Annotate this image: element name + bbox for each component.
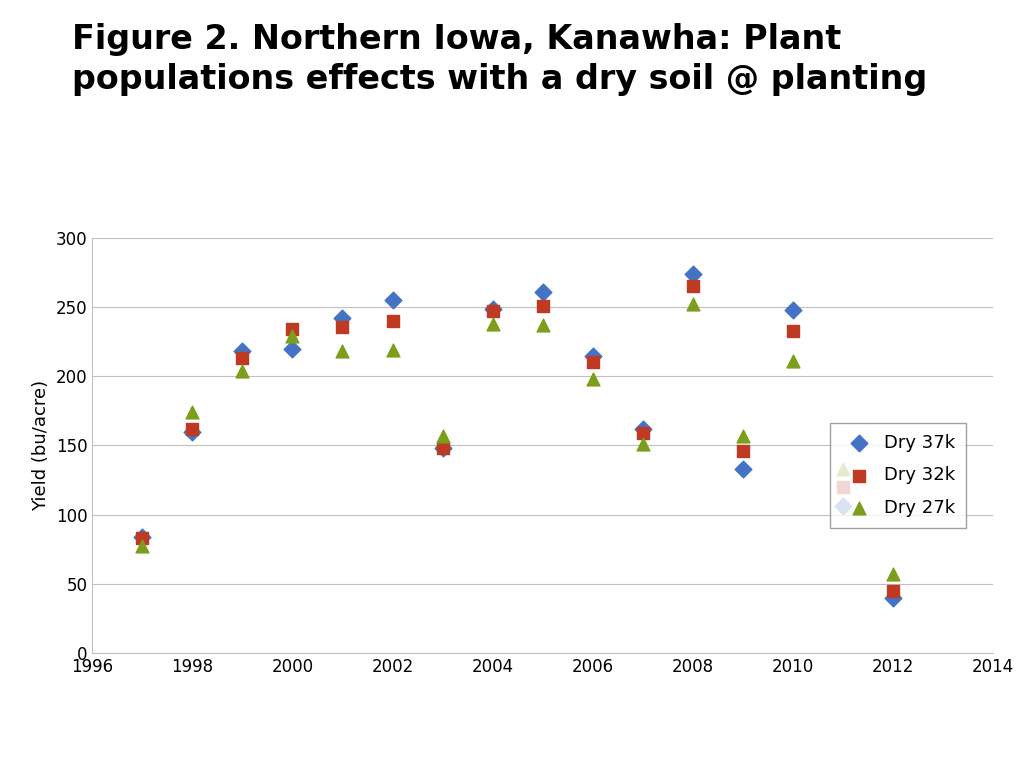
Dry 37k [134, 531, 151, 543]
Dry 32k [835, 481, 851, 493]
Text: Extension and Outreach: Extension and Outreach [31, 737, 270, 755]
Dry 27k [885, 568, 901, 580]
Dry 37k [334, 312, 350, 324]
Dry 37k [384, 294, 400, 306]
Dry 37k [635, 422, 651, 435]
Dry 37k [885, 591, 901, 604]
Dry 37k [784, 304, 801, 316]
Dry 32k [635, 427, 651, 439]
Dry 27k [535, 319, 551, 331]
Dry 32k [735, 445, 752, 457]
Dry 32k [134, 532, 151, 545]
Dry 32k [384, 315, 400, 327]
Dry 37k [585, 349, 601, 362]
Dry 27k [285, 330, 301, 343]
Dry 32k [285, 323, 301, 336]
Dry 37k [685, 268, 701, 280]
Dry 32k [484, 305, 501, 317]
Text: Figure 2. Northern Iowa, Kanawha: Plant
populations effects with a dry soil @ pl: Figure 2. Northern Iowa, Kanawha: Plant … [72, 23, 927, 95]
Dry 27k [334, 346, 350, 358]
Dry 27k [134, 540, 151, 552]
Dry 37k [234, 346, 251, 358]
Dry 37k [835, 500, 851, 512]
Text: IOWA STATE UNIVERSITY: IOWA STATE UNIVERSITY [31, 690, 482, 722]
Dry 27k [735, 429, 752, 442]
Dry 32k [334, 320, 350, 333]
Legend: Dry 37k, Dry 32k, Dry 27k: Dry 37k, Dry 32k, Dry 27k [830, 423, 967, 528]
Dry 27k [835, 463, 851, 475]
Dry 27k [184, 406, 201, 419]
Dry 27k [384, 344, 400, 356]
Dry 37k [184, 425, 201, 438]
Dry 32k [585, 356, 601, 369]
Dry 37k [535, 286, 551, 298]
Dry 32k [885, 584, 901, 597]
Y-axis label: Yield (bu/acre): Yield (bu/acre) [32, 380, 50, 511]
Dry 27k [234, 365, 251, 377]
Dry 32k [535, 300, 551, 312]
Dry 27k [585, 373, 601, 386]
Dry 32k [184, 422, 201, 435]
Dry 27k [484, 318, 501, 330]
Dry 27k [784, 355, 801, 367]
Dry 32k [685, 280, 701, 293]
Dry 37k [285, 343, 301, 355]
Dry 32k [784, 325, 801, 337]
Dry 32k [434, 442, 451, 455]
Dry 37k [735, 463, 752, 475]
Dry 27k [685, 298, 701, 310]
Dry 27k [635, 438, 651, 450]
Dry 37k [434, 442, 451, 455]
Dry 37k [484, 303, 501, 315]
Dry 32k [234, 353, 251, 365]
Dry 27k [434, 429, 451, 442]
